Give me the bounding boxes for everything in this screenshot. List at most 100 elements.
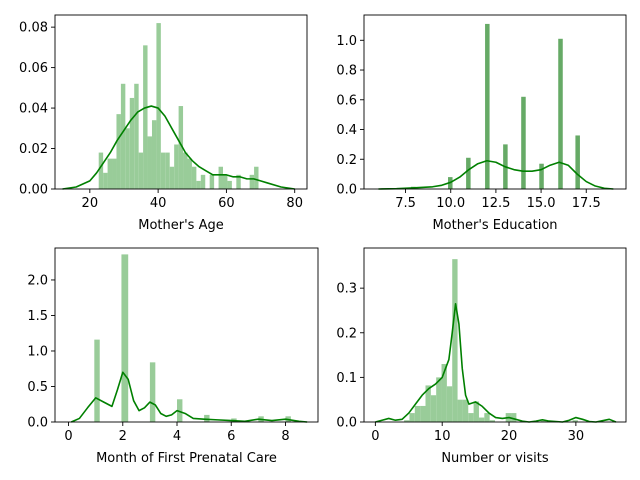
- y-tick-label: 0.04: [19, 102, 48, 117]
- axes-frame: [363, 14, 627, 190]
- x-tick-label: 0: [371, 429, 379, 444]
- histogram-bar: [204, 414, 210, 422]
- histogram-bar: [478, 417, 485, 422]
- histogram-bar: [149, 362, 156, 422]
- histogram-bar: [446, 386, 453, 422]
- histogram-bar: [209, 174, 215, 189]
- histogram-bar: [94, 339, 100, 422]
- histogram-bar: [539, 163, 544, 189]
- kde-line: [62, 105, 295, 190]
- x-tick-label: 20: [501, 429, 518, 444]
- x-axis-label: Month of First Prenatal Care: [96, 451, 277, 466]
- histogram-bar: [200, 174, 206, 189]
- histogram-bar: [143, 45, 148, 189]
- histogram-bar: [125, 128, 130, 189]
- y-tick-label: 0.08: [19, 21, 48, 36]
- subplot-number-of-visits: 0 10 20 30 0.0 0.1 0.2 0.3 Number or visits: [336, 247, 627, 466]
- x-tick-label: 2: [119, 429, 127, 444]
- histogram-bar: [436, 377, 442, 422]
- histogram-bar: [107, 158, 113, 189]
- histogram-bar: [191, 166, 197, 189]
- histogram-bar: [147, 136, 152, 189]
- histogram-bar: [489, 420, 495, 422]
- x-tick-label: 15.0: [527, 196, 556, 211]
- y-tick-label: 2.0: [27, 273, 48, 288]
- histogram-bar: [187, 158, 192, 189]
- histogram-bar: [254, 166, 259, 189]
- histogram-bar: [452, 259, 458, 422]
- axes-frame: [363, 247, 627, 423]
- histogram-bar: [174, 144, 179, 189]
- y-tick-label: 0.8: [336, 64, 357, 79]
- histogram-bar: [138, 152, 144, 189]
- x-tick-label: 6: [227, 429, 235, 444]
- histogram-bar: [160, 152, 166, 189]
- histogram-bar: [441, 364, 447, 422]
- histogram-bar: [425, 385, 431, 422]
- y-tick-label: 0.2: [336, 153, 357, 168]
- x-tick-label: 12.5: [481, 196, 510, 211]
- histogram-bar: [183, 152, 188, 189]
- subplot-month-first-prenatal-care: 0 2 4 6 8 0.0 0.5 1.0 1.5 2.0 Month of First Prena…: [27, 247, 319, 466]
- x-axis-label: Mother's Age: [138, 218, 223, 233]
- histogram-bar: [103, 172, 108, 189]
- histogram-bar: [558, 38, 563, 189]
- histogram-bar: [468, 413, 474, 422]
- x-tick-label: 40: [150, 196, 167, 211]
- y-tick-label: 1.0: [336, 34, 357, 49]
- histogram-bar: [484, 413, 490, 422]
- histogram-bar: [462, 399, 469, 422]
- histogram-bar: [151, 120, 157, 189]
- x-tick-label: 20: [82, 196, 99, 211]
- histogram-bar: [521, 96, 526, 189]
- y-tick-label: 0.5: [27, 380, 48, 395]
- histogram-bar: [409, 413, 415, 422]
- histogram-bar: [572, 420, 578, 422]
- histogram-bar: [120, 83, 126, 189]
- x-tick-label: 30: [568, 429, 585, 444]
- x-tick-label: 80: [286, 196, 303, 211]
- x-tick-label: 0: [64, 429, 72, 444]
- axes-frame: [54, 14, 308, 190]
- histogram-bar: [473, 401, 479, 422]
- y-tick-label: 0.0: [336, 416, 357, 431]
- x-tick-label: 4: [173, 429, 181, 444]
- x-tick-label: 60: [218, 196, 235, 211]
- histogram-bar: [466, 157, 471, 189]
- histogram-bar: [223, 174, 228, 189]
- y-tick-label: 0.0: [27, 416, 48, 431]
- y-tick-label: 0.06: [19, 61, 48, 76]
- histogram-bar: [540, 420, 546, 422]
- histogram-bar: [420, 405, 426, 422]
- subplot-mothers-education: 7.5 10.0 12.5 15.0 17.5 0.0 0.2 0.4 0.6 0.8 1.0 Mot…: [336, 14, 627, 233]
- kde-line: [70, 371, 308, 423]
- histogram-bar: [430, 395, 437, 422]
- x-tick-label: 17.5: [572, 196, 601, 211]
- y-tick-label: 0.02: [19, 142, 48, 157]
- kde-line: [375, 302, 617, 423]
- histogram-bar: [178, 106, 184, 189]
- x-tick-label: 10.0: [436, 196, 465, 211]
- x-tick-label: 8: [281, 429, 289, 444]
- histogram-bar: [121, 254, 129, 422]
- histogram-bar: [218, 166, 223, 189]
- kde-line: [378, 159, 614, 190]
- histogram-bar: [236, 174, 241, 189]
- histogram-bar: [134, 83, 139, 189]
- histogram-bar: [169, 166, 175, 189]
- histogram-bar: [457, 399, 463, 422]
- y-tick-label: 0.6: [336, 93, 357, 108]
- histogram-bar: [227, 180, 232, 189]
- histogram-bar: [485, 23, 490, 190]
- histogram-bar: [165, 152, 170, 189]
- histogram-bar: [404, 420, 410, 422]
- histogram-bar: [116, 114, 121, 189]
- histogram-bar: [575, 135, 580, 189]
- y-tick-label: 1.0: [27, 344, 48, 359]
- x-tick-label: 10: [434, 429, 451, 444]
- histogram-bar: [129, 97, 135, 189]
- histogram-bar: [112, 158, 117, 189]
- axes-frame: [54, 247, 319, 423]
